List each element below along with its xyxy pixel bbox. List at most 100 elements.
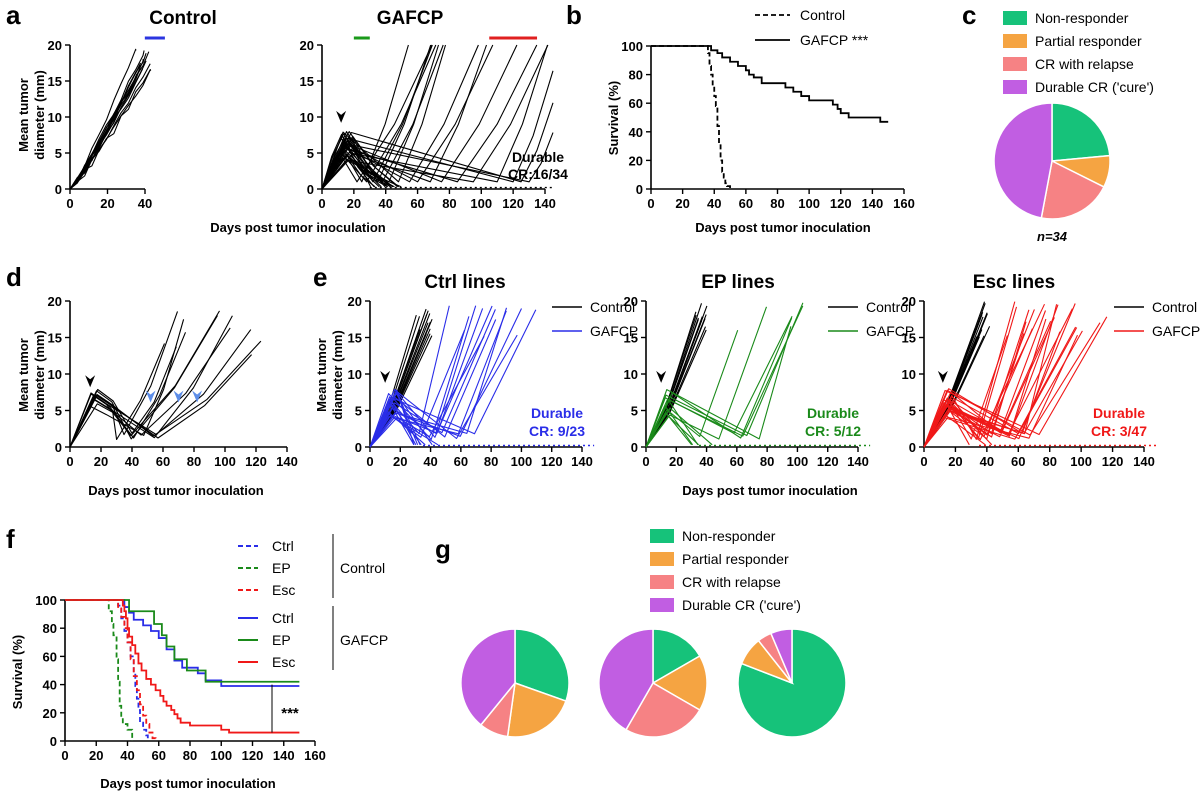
c-slice — [1040, 159, 1105, 220]
a-control-xtick-label: 40 — [138, 196, 152, 211]
b-series-gafcp — [651, 45, 889, 123]
xlabel-a: Days post tumor inoculation — [210, 220, 386, 235]
a-gafcp-line — [321, 44, 518, 190]
e-esc-xtick-label: 40 — [980, 454, 994, 469]
e-ep-annotation: CR: 5/12 — [805, 423, 861, 439]
e-esc-gafcp-line — [923, 327, 1078, 448]
g-pie-0-slice — [506, 681, 567, 738]
e-ctrl-xtick-label: 0 — [366, 454, 373, 469]
b-ytick-label: 20 — [629, 153, 643, 168]
a-control-ytick-label: 15 — [48, 74, 62, 89]
e-ep-gafcp-line — [645, 306, 768, 448]
a-control-xtick-label: 20 — [100, 196, 114, 211]
c-legend-label: Non-responder — [1035, 10, 1129, 26]
title-a-control: Control — [149, 8, 217, 29]
ylabel-b: Survival (%) — [606, 81, 621, 155]
e-ep-ytick-label: 10 — [624, 367, 638, 382]
g-legend-swatch — [650, 575, 674, 589]
e-ep-ytick-label: 5 — [631, 404, 638, 419]
panel-label-a: a — [6, 0, 21, 30]
title-a-gafcp: GAFCP — [377, 8, 444, 29]
a-gafcp-ytick-label: 20 — [300, 38, 314, 53]
d-ytick-label: 10 — [48, 367, 62, 382]
title-e-ep: EP lines — [701, 272, 775, 293]
a-gafcp-line — [321, 133, 375, 190]
a-control-line — [69, 53, 147, 190]
a-control-line — [69, 69, 151, 190]
f-significance: *** — [281, 705, 299, 722]
a-gafcp-line — [321, 44, 549, 190]
a-gafcp-line — [321, 132, 554, 190]
d-xtick-label: 20 — [94, 454, 108, 469]
a-gafcp-xtick-label: 80 — [442, 196, 456, 211]
f-series — [65, 599, 300, 734]
f-ytick-label: 0 — [50, 734, 57, 749]
d-xtick-label: 100 — [214, 454, 236, 469]
e-ctrl-gafcp-line — [369, 305, 493, 448]
ylabel-e-2: diameter (mm) — [330, 330, 345, 420]
f-legend-item: Esc — [272, 654, 295, 670]
panel-label-e: e — [313, 262, 327, 292]
a-control-xtick-label: 0 — [66, 196, 73, 211]
d-arrow-blue — [173, 390, 184, 403]
e-esc-xtick-label: 100 — [1070, 454, 1092, 469]
e-ep-ytick-label: 20 — [624, 294, 638, 309]
e-ep-gafcp-line — [645, 302, 804, 448]
c-legend-label: CR with relapse — [1035, 56, 1134, 72]
d-xtick-label: 140 — [276, 454, 298, 469]
e-ctrl-gafcp-line — [369, 316, 470, 448]
e-esc-xtick-label: 140 — [1133, 454, 1155, 469]
d-arrow-blue — [145, 390, 156, 403]
e-ctrl-ytick-label: 5 — [355, 404, 362, 419]
e-ctrl-xtick-label: 40 — [423, 454, 437, 469]
f-xtick-label: 20 — [89, 748, 103, 763]
a-control-line — [69, 63, 151, 190]
e-esc-xtick-label: 120 — [1102, 454, 1124, 469]
a-gafcp-annotation: Durable — [512, 149, 564, 165]
e-ctrl-annotation: CR: 9/23 — [529, 423, 585, 439]
e-esc-xtick-label: 80 — [1042, 454, 1056, 469]
b-xtick-label: 100 — [798, 196, 820, 211]
a-gafcp-line — [321, 44, 432, 190]
b-xtick-label: 40 — [707, 196, 721, 211]
f-series — [65, 599, 157, 741]
c-n-label: n=34 — [1037, 229, 1068, 244]
ylabel-d-1: Mean tumor — [16, 338, 31, 412]
e-esc-ytick-label: 5 — [909, 404, 916, 419]
b-xtick-label: 0 — [647, 196, 654, 211]
panel-label-d: d — [6, 262, 22, 292]
f-legend-item: Esc — [272, 582, 295, 598]
f-ytick-label: 60 — [43, 649, 57, 664]
e-ep-xtick-label: 140 — [847, 454, 869, 469]
e-ctrl-annotation: Durable — [531, 405, 583, 421]
e-ep-gafcp-line — [645, 407, 713, 448]
e-ep-xtick-label: 80 — [760, 454, 774, 469]
g-legend-label: Non-responder — [682, 528, 776, 544]
b-series-control — [651, 45, 731, 189]
f-xtick-label: 120 — [242, 748, 264, 763]
a-gafcp-xtick-label: 100 — [470, 196, 492, 211]
a-gafcp-xtick-label: 40 — [378, 196, 392, 211]
e-ctrl-ytick-label: 20 — [348, 294, 362, 309]
f-series — [65, 599, 300, 687]
a-control-ytick-label: 5 — [55, 146, 62, 161]
g-pie-1-slice — [598, 628, 654, 731]
e-ep-gafcp-line — [645, 305, 804, 448]
g-legend-label: Partial responder — [682, 551, 789, 567]
a-gafcp-ytick-label: 0 — [307, 182, 314, 197]
e-ep-xtick-label: 20 — [669, 454, 683, 469]
e-ctrl-gafcp-line — [369, 308, 484, 448]
d-line — [69, 340, 262, 448]
a-gafcp-annotation: CR:16/34 — [508, 166, 568, 182]
g-legend-label: CR with relapse — [682, 574, 781, 590]
b-ytick-label: 40 — [629, 125, 643, 140]
f-ytick-label: 100 — [35, 593, 57, 608]
f-xtick-label: 160 — [304, 748, 326, 763]
a-gafcp-xtick-label: 20 — [347, 196, 361, 211]
a-gafcp-line — [321, 44, 538, 190]
e-ep-xtick-label: 120 — [817, 454, 839, 469]
e-ep-ytick-label: 15 — [624, 331, 638, 346]
a-control-ytick-label: 0 — [55, 182, 62, 197]
f-ytick-label: 40 — [43, 678, 57, 693]
